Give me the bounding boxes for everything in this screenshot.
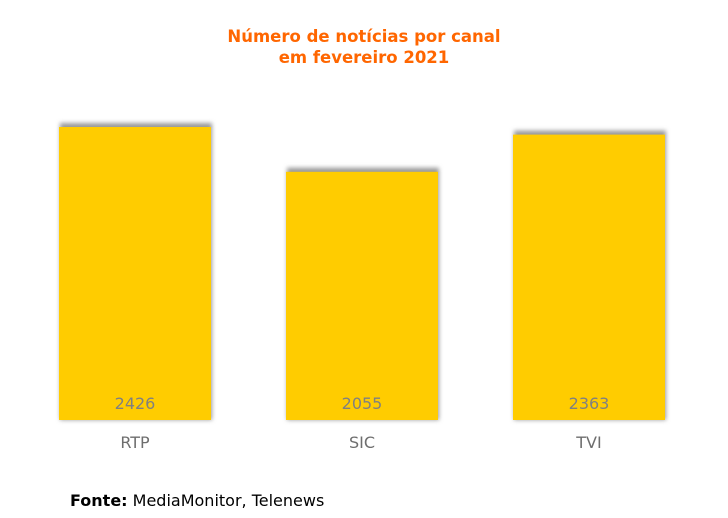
data-label-sic: 2055 [342,394,383,413]
plot-area: 2426 RTP 2055 SIC 2363 TVI [59,123,666,452]
bar-rtp [59,127,211,420]
x-tick-label-rtp: RTP [120,433,150,452]
chart-title-line-1: Número de notícias por canal [227,27,501,46]
data-label-tvi: 2363 [569,394,610,413]
x-tick-label-tvi: TVI [575,433,601,452]
data-label-rtp: 2426 [115,394,156,413]
source-note: Fonte: MediaMonitor, Telenews [70,491,324,510]
chart-title: Número de notícias por canal em fevereir… [0,26,728,68]
x-tick-label-sic: SIC [349,433,375,452]
bar-sic [286,171,438,420]
chart-title-line-2: em fevereiro 2021 [278,48,450,67]
source-text: MediaMonitor, Telenews [127,491,325,510]
bar-tvi [513,134,665,420]
bar-chart: 2426 RTP 2055 SIC 2363 TVI [59,123,666,452]
source-label: Fonte: [70,491,128,510]
